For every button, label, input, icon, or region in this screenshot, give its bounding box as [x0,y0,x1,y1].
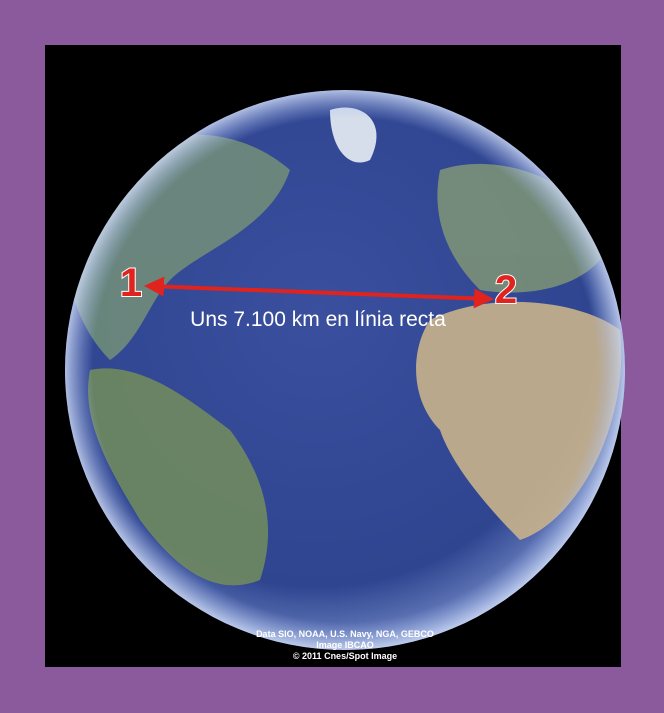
point-label: 1 [120,261,142,305]
attribution: Image IBCAO [316,640,374,650]
point-label: 2 [495,268,517,312]
attribution: Data SIO, NOAA, U.S. Navy, NGA, GEBCO [256,629,434,639]
distance-label: Uns 7.100 km en línia recta [190,308,446,331]
map-figure: 1 2 Uns 7.100 km en línia recta Data SIO… [0,0,664,713]
attribution: © 2011 Cnes/Spot Image [293,651,397,661]
page: 1 2 Uns 7.100 km en línia recta Data SIO… [0,0,664,713]
